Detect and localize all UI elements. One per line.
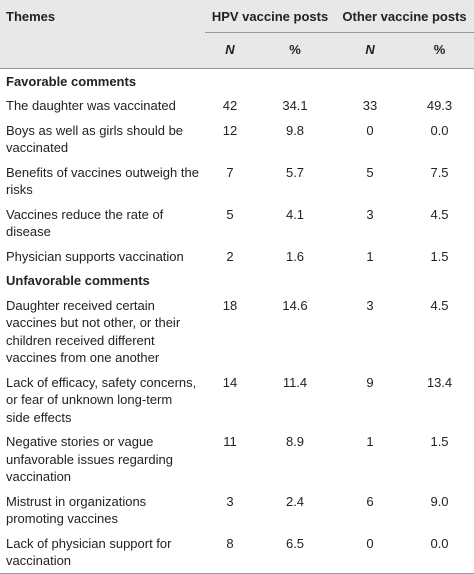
number-cell: 9 [366,374,374,390]
number-cell: 8 [205,531,255,574]
data-row: The daughter was vaccinated 42 34.1 33 49.3 [0,94,474,119]
subheader: N [205,32,255,69]
number-cell: 8.9 [285,434,305,449]
number-cell: 14 [222,374,238,390]
data-row: Negative stories or vague unfavorable is… [0,430,474,490]
subheader: % [405,32,474,69]
section-title: Favorable comments [6,73,137,89]
section-title: Unfavorable comments [6,273,150,288]
number-cell: 9.8 [285,122,305,138]
subheader-row: N % N % [0,32,474,69]
number-cell: 1.6 [285,248,305,264]
number-cell: 12 [222,122,238,138]
number-cell: 42 [222,98,238,113]
data-row: Vaccines reduce the rate of disease 5 4.1 3… [0,202,474,244]
number-cell: 6 [366,493,374,509]
theme-cell: Physician supports vaccination [6,248,184,264]
data-row: Lack of physician support for vaccinatio… [0,531,474,574]
number-cell: 11.4 [282,374,308,390]
number-cell: 3 [366,297,374,313]
number-cell: 0.0 [405,531,474,574]
subheader: N [335,32,406,69]
number-cell: 4.1 [285,206,305,222]
data-row: Lack of efficacy, safety concerns, or fe… [0,370,474,430]
number-cell: 5 [366,164,374,180]
table-body: Favorable comments The daughter was vacci… [0,69,474,574]
number-cell: 1 [366,248,374,264]
number-cell: 2.4 [285,493,305,509]
data-row: Mistrust in organizations promoting vacc… [0,489,474,531]
number-cell: 5 [226,206,234,222]
number-cell: 0 [366,122,374,138]
theme-cell: Mistrust in organizations promoting vacc… [6,493,147,527]
number-cell: 1 [366,434,374,449]
number-cell: 14.6 [282,297,308,313]
number-cell: 2 [226,248,234,264]
number-cell: 6.5 [255,531,336,574]
header-row: Themes HPV vaccine posts Other vaccine p… [0,0,474,33]
number-cell: 9.0 [430,493,449,509]
group-header: HPV vaccine posts [205,0,336,33]
number-cell: 13.4 [426,374,453,390]
theme-cell: Daughter received certain vaccines but n… [6,297,181,366]
theme-cell: Benefits of vaccines outweigh the risks [6,164,199,198]
number-cell: 1.5 [430,248,449,264]
number-cell: 0 [335,531,406,574]
theme-cell: Boys as well as girls should be vaccinat… [6,122,184,156]
data-row: Physician supports vaccination 2 1.6 1 1.5 [0,244,474,269]
theme-cell: Negative stories or vague unfavorable is… [6,434,173,484]
data-row: Daughter received certain vaccines but n… [0,293,474,370]
section-row: Favorable comments [0,69,474,94]
table-header: Themes HPV vaccine posts Other vaccine p… [0,0,474,69]
number-cell: 34.1 [282,98,308,113]
number-cell: 5.7 [285,164,305,180]
empty-cell [0,32,205,69]
number-cell: 18 [222,297,238,313]
data-row: Boys as well as girls should be vaccinat… [0,118,474,160]
theme-cell: Lack of efficacy, safety concerns, or fe… [6,374,197,425]
number-cell: 7.5 [430,164,449,180]
number-cell: 7 [226,164,234,180]
number-cell: 33 [362,98,378,113]
number-cell: 3 [226,493,234,509]
group-header: Other vaccine posts [335,0,474,33]
number-cell: 4.5 [430,297,449,313]
number-cell: 4.5 [430,206,449,222]
data-row: Benefits of vaccines outweigh the risks 7… [0,160,474,202]
themes-header: Themes [6,9,56,24]
theme-cell: Vaccines reduce the rate of disease [6,206,164,240]
theme-cell: The daughter was vaccinated [6,98,176,113]
number-cell: 1.5 [430,434,449,449]
theme-cell: Lack of physician support for vaccinatio… [0,531,205,574]
number-cell: 11 [223,434,237,449]
section-row: Unfavorable comments [0,269,474,294]
number-cell: 49.3 [426,98,453,113]
subheader: % [255,32,336,69]
number-cell: 0.0 [430,122,449,138]
number-cell: 3 [366,206,374,222]
